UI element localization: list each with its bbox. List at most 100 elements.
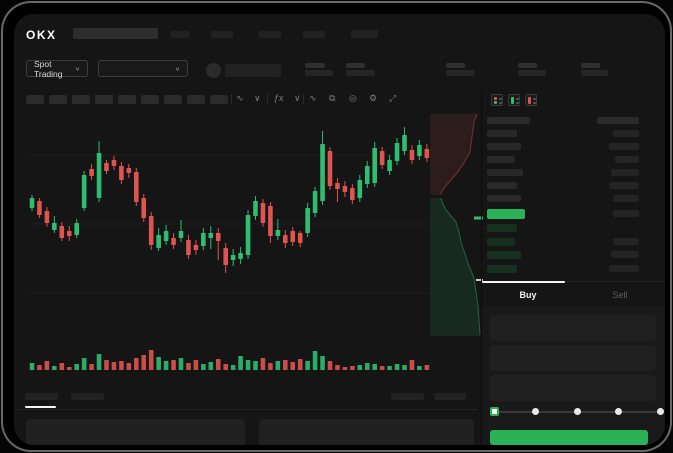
- brand-placeholder: [73, 28, 158, 39]
- history-tab-1[interactable]: [71, 393, 104, 400]
- market-type-label: Spot Trading: [34, 58, 63, 79]
- trade-sidebar: Buy Sell: [481, 89, 665, 445]
- timeframe-button-0[interactable]: [26, 95, 44, 104]
- chevron-down-icon: ∨: [174, 66, 180, 72]
- tab-buy[interactable]: Buy: [519, 290, 537, 300]
- okx-logo: OKX: [26, 28, 57, 42]
- section-divider: [18, 409, 477, 410]
- market-type-selector[interactable]: Spot Trading ∨: [26, 58, 88, 79]
- active-tab-indicator: [25, 406, 56, 408]
- sell-row-price[interactable]: [487, 156, 515, 163]
- sell-row-amount: [615, 156, 639, 163]
- buy-row-price[interactable]: [487, 224, 517, 232]
- timeframe-button-2[interactable]: [72, 95, 90, 104]
- timeframe-button-5[interactable]: [141, 95, 159, 104]
- last-price-badge: [487, 209, 525, 219]
- buy-submit-button[interactable]: [490, 430, 648, 445]
- amount-input[interactable]: [490, 345, 656, 371]
- buy-row-amount: [611, 251, 639, 258]
- orderbook-header-amount: [597, 117, 639, 124]
- orderbook-header-price: [487, 117, 530, 124]
- chevron-down-icon[interactable]: ∨: [294, 93, 301, 103]
- pair-price-placeholder: [225, 64, 281, 77]
- fullscreen-icon[interactable]: ⤢: [389, 93, 397, 103]
- nav-item-3[interactable]: [303, 31, 325, 38]
- stat-label-0: [305, 63, 325, 68]
- slider-handle-0pct[interactable]: [489, 407, 499, 416]
- buy-row-price[interactable]: [487, 237, 515, 246]
- orderbook-view-combined-icon[interactable]: [491, 94, 503, 106]
- buy-row-amount: [609, 264, 639, 272]
- nav-item-1[interactable]: [211, 31, 233, 38]
- timeframe-button-6[interactable]: [164, 95, 182, 104]
- sell-row-price[interactable]: [487, 143, 521, 150]
- sell-row-price[interactable]: [487, 130, 517, 137]
- timeframe-button-3[interactable]: [95, 95, 113, 104]
- depth-chart: [430, 114, 483, 336]
- stat-label-1: [346, 63, 365, 68]
- settings-gear-icon[interactable]: ⚙: [369, 93, 378, 103]
- history-table-1: [259, 419, 474, 445]
- stat-value-2: [446, 70, 475, 76]
- last-price-amount: [613, 210, 639, 217]
- timeframe-button-8[interactable]: [210, 95, 228, 104]
- nav-item-2[interactable]: [258, 31, 281, 38]
- tab-sell[interactable]: Sell: [612, 290, 628, 300]
- nav-item-0[interactable]: [170, 31, 190, 38]
- total-input[interactable]: [490, 375, 656, 401]
- chevron-down-icon: ∨: [74, 66, 80, 72]
- indicators-fx-icon[interactable]: ƒx: [274, 93, 284, 103]
- amount-slider[interactable]: [489, 407, 664, 416]
- compare-icon[interactable]: ⧉: [329, 93, 336, 103]
- slider-handle-25pct[interactable]: [532, 408, 539, 415]
- sell-row-amount: [611, 169, 639, 176]
- history-action-0[interactable]: [391, 393, 424, 400]
- pair-avatar: [206, 63, 221, 78]
- toolbar-divider: [303, 94, 304, 105]
- buy-row-price[interactable]: [487, 251, 521, 259]
- timeframe-button-4[interactable]: [118, 95, 136, 104]
- sell-row-amount: [609, 143, 639, 150]
- toolbar-divider: [231, 94, 232, 105]
- orderbook-view-bids-only-icon[interactable]: [508, 94, 520, 106]
- chart-type-icon[interactable]: ∿: [236, 93, 244, 103]
- toolbar-divider: [267, 94, 268, 105]
- slider-handle-50pct[interactable]: [573, 408, 581, 415]
- sell-row-price[interactable]: [487, 182, 517, 189]
- camera-icon[interactable]: ◎: [349, 93, 357, 103]
- stat-value-4: [581, 70, 608, 76]
- volume-chart: [29, 350, 430, 370]
- stat-label-2: [446, 63, 465, 68]
- stat-label-3: [518, 63, 537, 68]
- pair-selector[interactable]: ∨: [98, 60, 188, 77]
- slider-handle-75pct[interactable]: [615, 408, 622, 415]
- active-tab-indicator: [482, 281, 565, 283]
- buy-row-price[interactable]: [487, 264, 517, 273]
- sell-row-amount: [613, 130, 639, 137]
- sell-row-amount: [613, 195, 639, 202]
- buy-row-amount: [613, 237, 639, 245]
- app-window: OKX Spot Trading ∨ ∨ ∿ ∨ ƒx ∨ ∿ ⧉ ◎ ⚙ ⤢: [14, 14, 665, 445]
- history-tab-0[interactable]: [25, 393, 58, 400]
- sell-row-price[interactable]: [487, 169, 523, 176]
- stat-label-4: [581, 63, 600, 68]
- timeframe-button-1[interactable]: [49, 95, 67, 104]
- stat-value-3: [518, 70, 546, 76]
- history-action-1[interactable]: [434, 393, 466, 400]
- nav-item-4[interactable]: [351, 30, 378, 38]
- slider-handle-100pct[interactable]: [656, 408, 664, 415]
- orderbook-view-asks-only-icon[interactable]: [525, 94, 537, 106]
- history-table-0: [26, 419, 245, 445]
- sell-row-amount: [609, 182, 639, 189]
- trade-tabs: Buy Sell: [482, 281, 665, 307]
- stat-value-0: [305, 70, 333, 76]
- order-form: [482, 307, 665, 445]
- chevron-down-icon[interactable]: ∨: [254, 93, 261, 103]
- price-input[interactable]: [490, 315, 656, 341]
- stat-value-1: [346, 70, 375, 76]
- line-tool-icon[interactable]: ∿: [309, 93, 317, 103]
- candlestick-chart: [28, 127, 430, 294]
- timeframe-button-7[interactable]: [187, 95, 205, 104]
- sell-row-price[interactable]: [487, 195, 521, 202]
